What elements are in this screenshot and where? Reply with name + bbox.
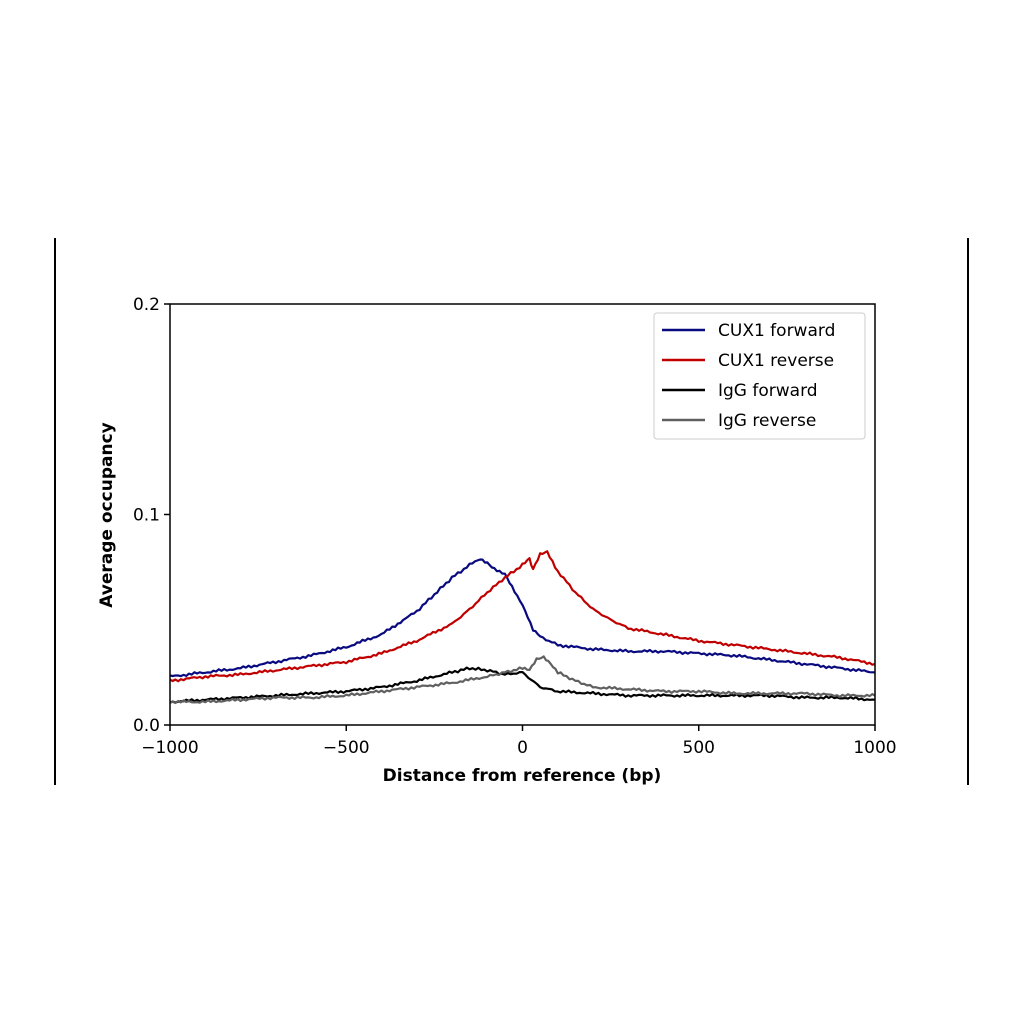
x-tick-label: 0: [517, 738, 528, 758]
series-line: [169, 655, 876, 705]
legend-label: IgG reverse: [718, 411, 816, 431]
ticks-layer: −1000 −500 0 500 1000 0.0 0.1 0.2: [133, 295, 897, 758]
y-tick-label: 0.1: [133, 506, 160, 526]
x-tick-label: 1000: [853, 738, 896, 758]
legend-label: CUX1 reverse: [718, 351, 834, 371]
x-tick-label: 500: [683, 738, 715, 758]
series-line: [169, 666, 876, 704]
x-tick-label: −1000: [141, 738, 199, 758]
legend-label: IgG forward: [718, 381, 818, 401]
legend: CUX1 forward CUX1 reverse IgG forward IgG r…: [653, 312, 866, 440]
y-tick-label: 0.2: [133, 295, 160, 315]
plot-area-frame: [169, 303, 876, 726]
series-line: [169, 550, 876, 683]
y-tick-label: 0.0: [133, 716, 160, 736]
legend-label: CUX1 forward: [718, 321, 835, 341]
x-tick-label: −500: [323, 738, 370, 758]
y-axis-label: Average occupancy: [97, 422, 117, 607]
series-layer: [169, 550, 876, 705]
series-line: [169, 558, 876, 678]
legend-box: [653, 312, 866, 440]
x-axis-label: Distance from reference (bp): [383, 766, 662, 786]
